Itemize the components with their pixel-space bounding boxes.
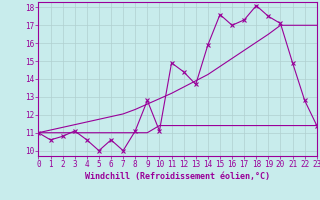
X-axis label: Windchill (Refroidissement éolien,°C): Windchill (Refroidissement éolien,°C) <box>85 172 270 181</box>
